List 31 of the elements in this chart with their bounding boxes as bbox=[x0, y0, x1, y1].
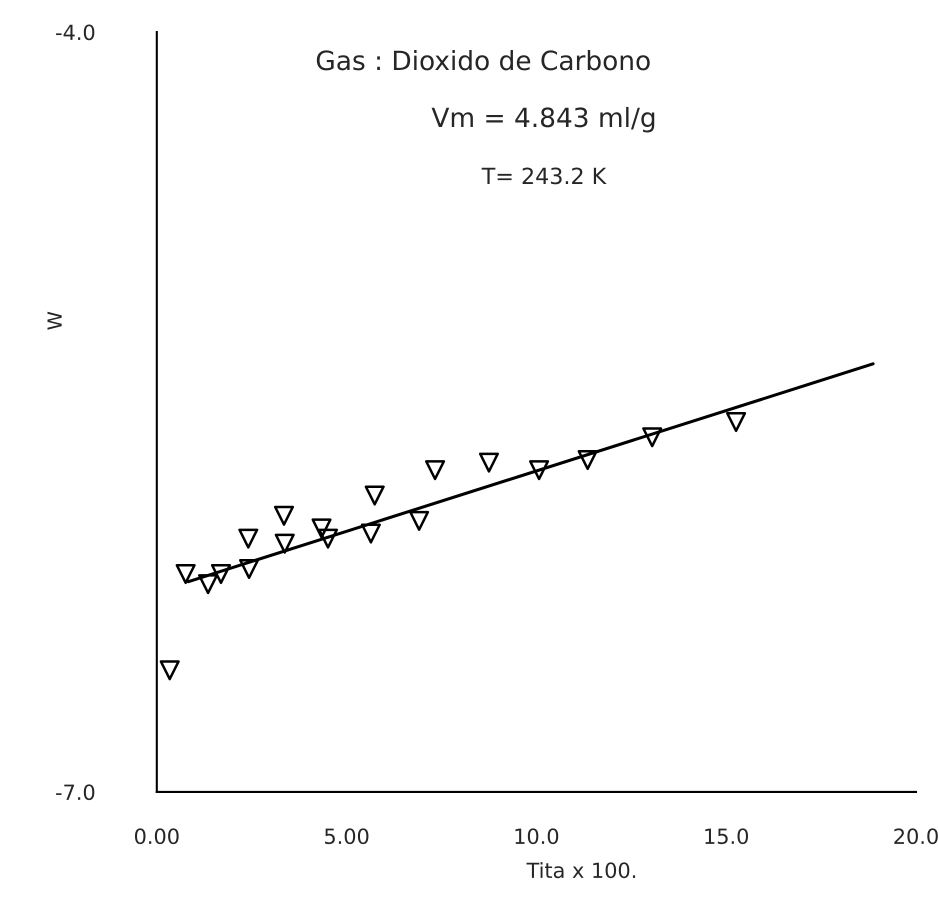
x-tick-label: 20.0 bbox=[894, 828, 938, 844]
x-tick-label: 10.0 bbox=[516, 828, 558, 844]
text: Vm = 4.843 ml/g bbox=[432, 106, 654, 132]
point bbox=[318, 528, 338, 549]
point bbox=[176, 564, 196, 584]
point bbox=[210, 564, 231, 584]
point bbox=[239, 558, 260, 580]
point bbox=[274, 506, 294, 526]
x-axis-title: Tita x 100. bbox=[526, 862, 636, 878]
y-tick-label: -4.0 bbox=[56, 24, 94, 40]
point bbox=[578, 450, 598, 470]
point bbox=[409, 510, 430, 531]
x-tick-label: 5.00 bbox=[325, 828, 368, 844]
point bbox=[478, 452, 499, 473]
point bbox=[360, 524, 381, 544]
annotation: T= 243.2 K bbox=[482, 167, 607, 184]
text: Gas : Dioxido de Carbono bbox=[316, 50, 650, 70]
y-axis-title: W bbox=[47, 312, 62, 330]
point bbox=[425, 460, 446, 480]
point bbox=[198, 574, 218, 594]
point bbox=[238, 528, 258, 549]
point bbox=[726, 412, 746, 432]
x-tick-label: 15.0 bbox=[705, 828, 748, 844]
y-tick-label: -7.0 bbox=[56, 784, 94, 800]
point bbox=[312, 518, 332, 539]
point bbox=[642, 427, 662, 448]
point bbox=[274, 534, 295, 554]
point bbox=[160, 660, 180, 680]
point bbox=[364, 486, 385, 506]
point bbox=[529, 460, 550, 480]
x-tick-label: 0.00 bbox=[134, 828, 179, 844]
